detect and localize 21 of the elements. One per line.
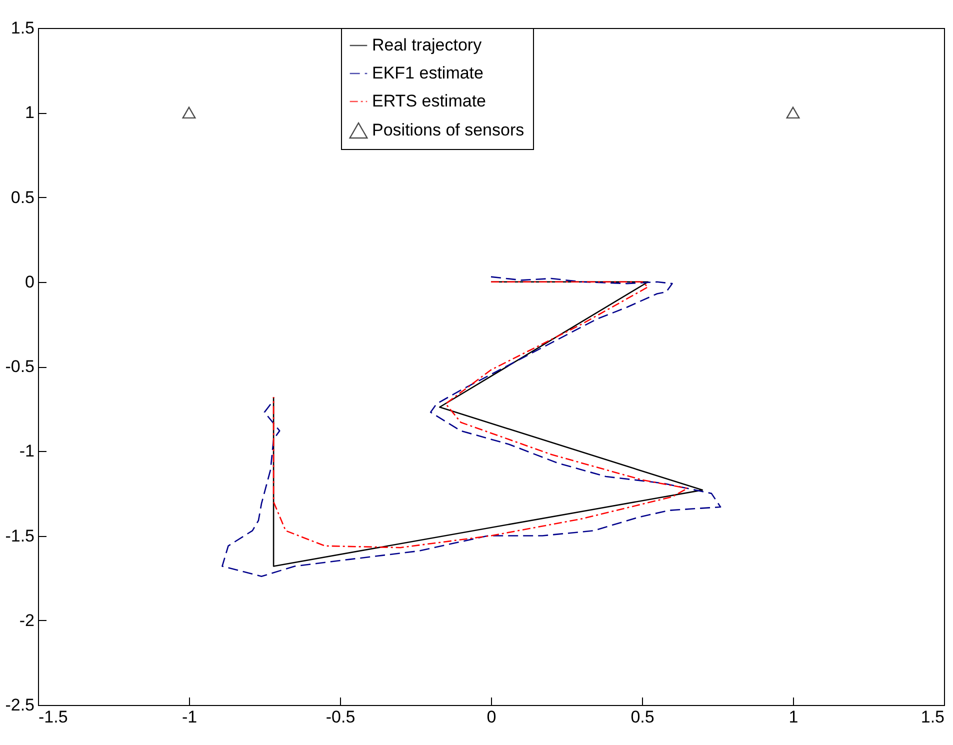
y-tick-label: -1.5	[5, 526, 34, 546]
y-tick-label: 0.5	[10, 188, 34, 207]
line-series	[222, 276, 722, 578]
x-tick-label: 1	[788, 708, 798, 726]
y-tick-label: -0.5	[5, 357, 34, 376]
x-tick-label: 0	[486, 708, 496, 726]
y-tick-label: -2	[19, 610, 34, 630]
y-tick-label: -1	[19, 442, 34, 461]
x-tick-label: -0.5	[326, 708, 356, 726]
legend-label: Real trajectory	[372, 36, 482, 54]
legend-label: Positions of sensors	[372, 120, 524, 140]
x-tick-label: 1.5	[920, 708, 944, 726]
y-tick-label: 1	[25, 103, 34, 122]
x-tick-label: -1.5	[38, 708, 68, 726]
y-tick-label: 0	[25, 272, 34, 292]
legend-label: EKF1 estimate	[372, 64, 484, 82]
y-tick-label: -2.5	[5, 696, 34, 714]
y-tick-label: 1.5	[10, 18, 34, 38]
x-tick-label: 0.5	[630, 708, 654, 726]
x-tick-label: -1	[182, 708, 198, 726]
legend-label: ERTS estimate	[372, 92, 486, 110]
